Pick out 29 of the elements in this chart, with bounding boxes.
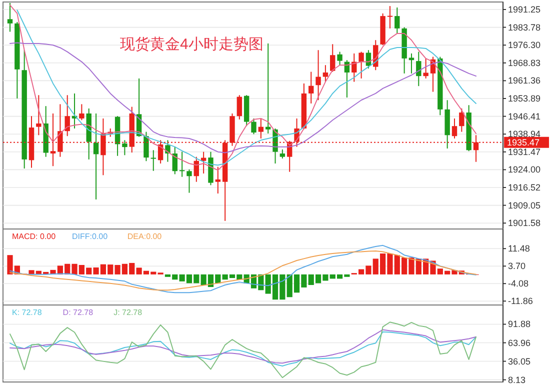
text: DIFF:0.00	[72, 232, 108, 241]
text: DEA:0.00	[127, 232, 162, 241]
text: 现货黄金4小时走势图	[120, 36, 264, 53]
y-tick-label: 91.88	[508, 319, 531, 330]
text: D: 72.78	[62, 308, 94, 317]
ref-line-label: 1935.47	[507, 137, 540, 148]
y-tick-label: 1968.83	[508, 58, 541, 68]
y-tick-label: 1946.41	[508, 111, 541, 122]
y-tick-label: 1909.05	[508, 200, 541, 210]
y-tick-label: 63.96	[508, 338, 531, 348]
y-tick-label: 1976.30	[508, 40, 541, 50]
text: K: 72.78	[12, 308, 42, 317]
y-tick-label: 3.70	[508, 261, 526, 272]
y-tick-label: 1991.25	[508, 4, 541, 15]
y-tick-label: 1924.00	[508, 164, 541, 175]
y-tick-label: 1953.89	[508, 93, 541, 104]
y-tick-label: 11.48	[508, 244, 530, 254]
y-tick-label: -11.86	[508, 296, 533, 306]
y-tick-label: 1983.78	[508, 22, 541, 32]
text: J: 72.78	[114, 308, 143, 317]
y-tick-label: 1901.58	[508, 218, 541, 228]
y-tick-label: 1938.94	[508, 129, 541, 140]
y-tick-label: 1931.47	[508, 146, 541, 157]
y-tick-label: 1916.52	[508, 182, 541, 193]
y-tick-label: -4.08	[508, 278, 529, 289]
y-tick-label: 1961.36	[508, 76, 541, 86]
y-tick-label: 36.05	[508, 356, 531, 366]
y-tick-label: 8.13	[508, 374, 526, 384]
series-label: MACD: 0.00	[12, 232, 56, 241]
